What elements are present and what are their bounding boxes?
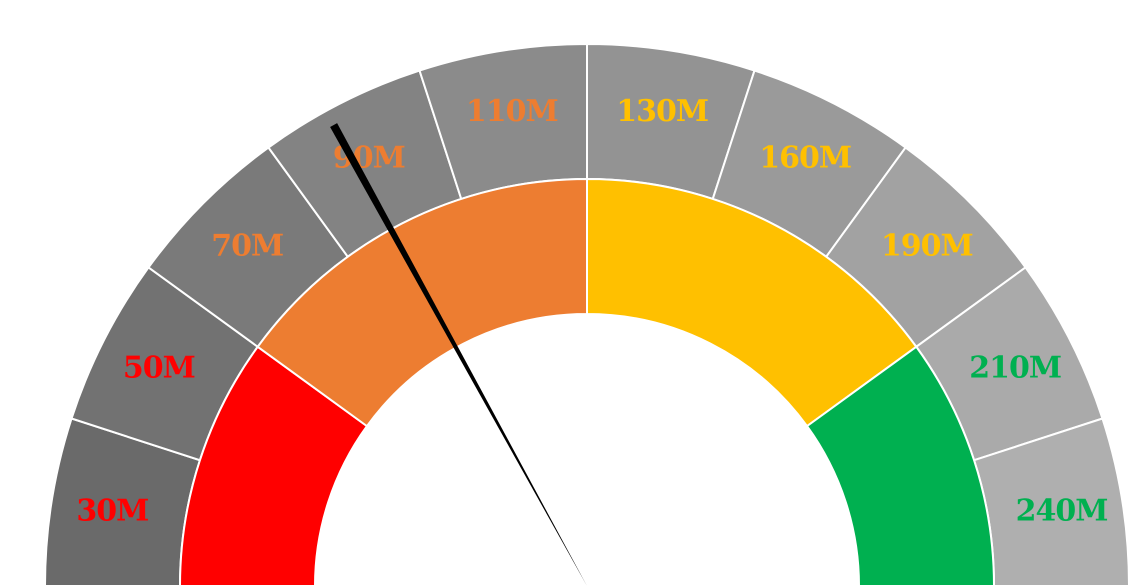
scale-label-240M: 240M: [1016, 493, 1108, 528]
scale-label-210M: 210M: [969, 350, 1061, 385]
outer-scale-band: [43, 42, 1131, 586]
scale-label-110M: 110M: [466, 94, 558, 129]
scale-label-130M: 130M: [616, 94, 708, 129]
zone-band: [178, 177, 996, 586]
gauge-needle: [330, 123, 587, 586]
needle-group: [330, 123, 587, 586]
scale-label-70M: 70M: [211, 229, 283, 264]
scale-label-190M: 190M: [881, 229, 973, 264]
scale-label-30M: 30M: [76, 493, 148, 528]
scale-label-50M: 50M: [123, 350, 195, 385]
scale-label-160M: 160M: [759, 140, 851, 175]
